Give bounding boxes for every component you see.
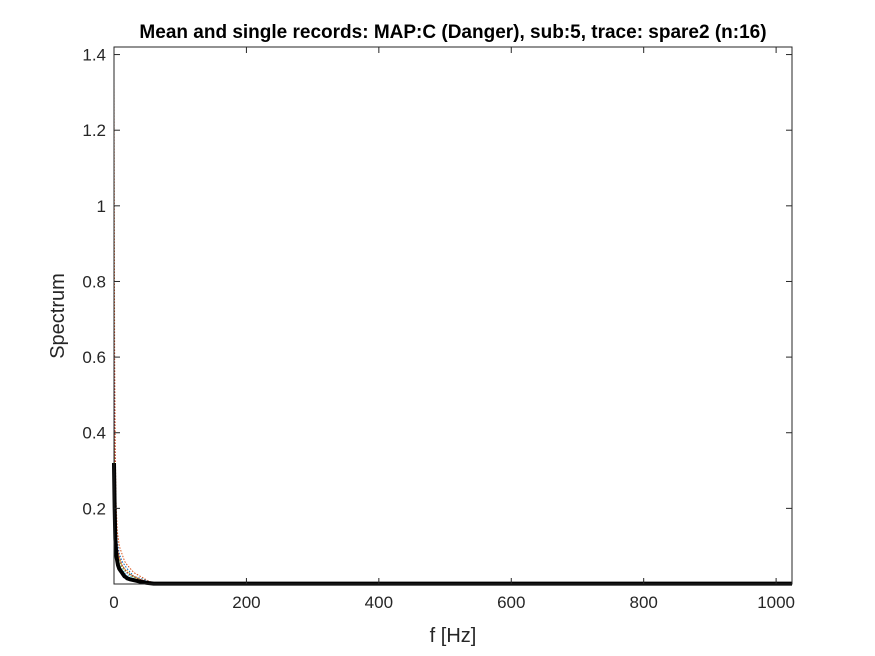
y-tick-label: 0.4 [82, 424, 106, 443]
y-tick-label: 1.2 [82, 121, 106, 140]
x-tick-label: 0 [109, 593, 118, 612]
y-axis-label: Spectrum [47, 273, 69, 359]
x-axis-ticks: 0 200 400 600 800 1000 [109, 47, 795, 612]
y-tick-label: 0.8 [82, 272, 106, 291]
chart-title: Mean and single records: MAP:C (Danger),… [139, 22, 766, 43]
y-tick-label: 0.2 [82, 499, 106, 518]
y-tick-label: 0.6 [82, 348, 106, 367]
x-tick-label: 400 [365, 593, 393, 612]
y-axis-ticks: 0.2 0.4 0.6 0.8 1 1.2 1.4 [82, 46, 792, 518]
series-layer [112, 73, 792, 586]
axes-background [114, 47, 792, 584]
y-tick-label: 1 [97, 197, 106, 216]
x-tick-label: 1000 [757, 593, 795, 612]
x-tick-label: 600 [497, 593, 525, 612]
x-axis-label: f [Hz] [430, 625, 477, 647]
series-mean-line [112, 462, 792, 586]
axes-box [113, 46, 793, 585]
x-tick-label: 200 [232, 593, 260, 612]
y-tick-label: 1.4 [82, 46, 106, 65]
x-tick-label: 800 [630, 593, 658, 612]
